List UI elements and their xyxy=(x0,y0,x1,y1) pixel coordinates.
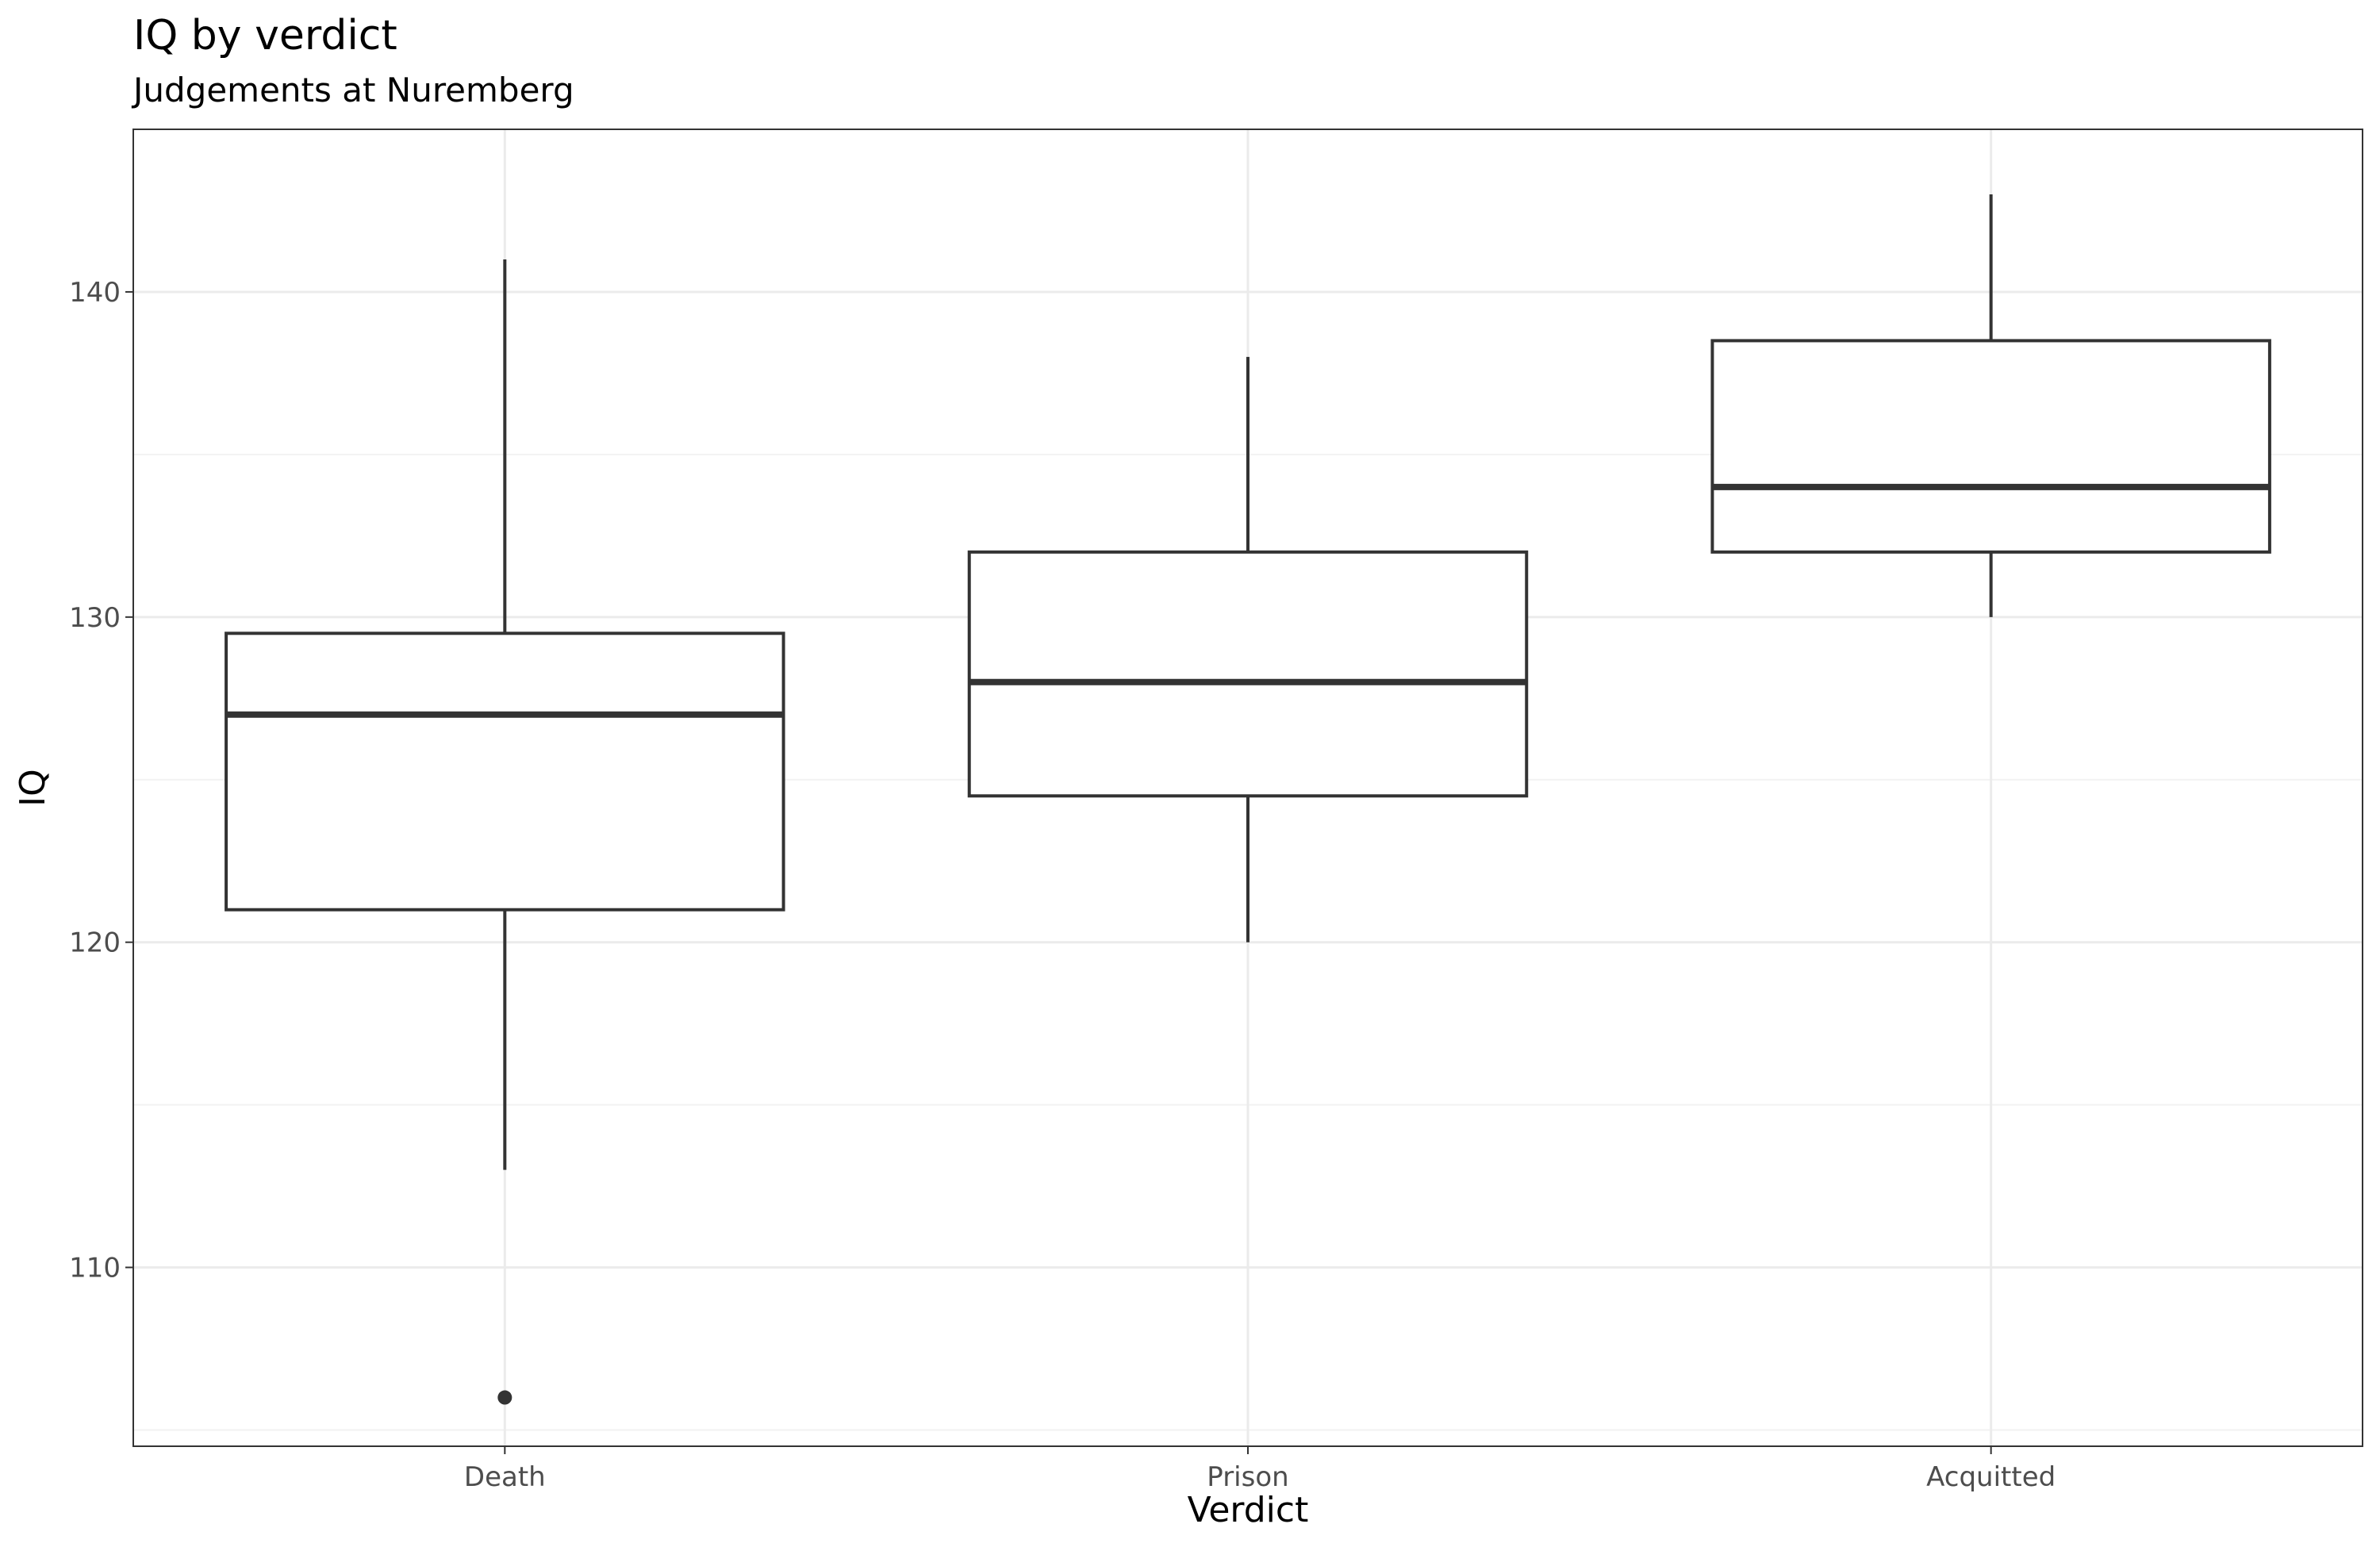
y-axis-title: IQ xyxy=(13,769,53,807)
box-iqr xyxy=(967,550,1529,798)
box-prison xyxy=(967,356,1529,942)
y-tick-label: 120 xyxy=(69,927,121,959)
y-tick-label: 130 xyxy=(69,602,121,634)
x-tick-label: Prison xyxy=(1207,1461,1288,1493)
box-iqr xyxy=(1710,339,2271,554)
boxplot-series xyxy=(225,194,2271,1405)
chart-title: IQ by verdict xyxy=(133,12,397,60)
x-axis-title: Verdict xyxy=(1188,1490,1309,1530)
axes: 110 120 130 140 Death Prison Acquitted xyxy=(69,277,2056,1493)
outlier-point xyxy=(497,1390,512,1405)
x-tick-label: Death xyxy=(464,1461,546,1493)
y-tick-label: 140 xyxy=(69,277,121,309)
y-tick-label: 110 xyxy=(69,1253,121,1284)
chart-subtitle: Judgements at Nuremberg xyxy=(131,71,574,109)
x-tick-label: Acquitted xyxy=(1926,1461,2056,1493)
box-death xyxy=(225,259,785,1405)
box-acquitted xyxy=(1710,194,2271,617)
panel-border xyxy=(132,129,2363,1447)
box-iqr xyxy=(225,631,785,912)
